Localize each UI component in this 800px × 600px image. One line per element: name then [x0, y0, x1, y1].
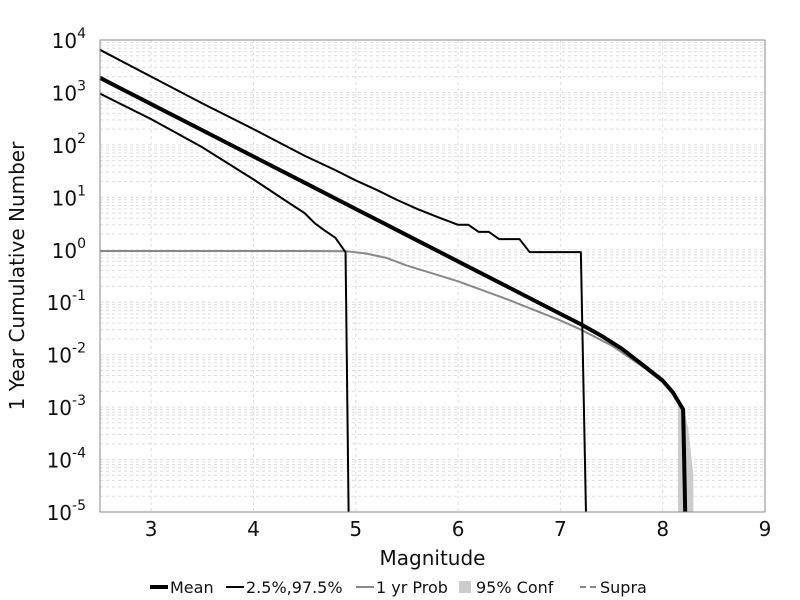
legend-label-supra: Supra — [600, 578, 647, 597]
y-tick-label: 101 — [52, 183, 86, 210]
series-lines — [99, 48, 688, 513]
y-tick-base: 10 — [52, 134, 77, 158]
plot-frame — [99, 39, 766, 513]
legend-label-mean: Mean — [170, 578, 214, 597]
y-tick-label: 10-1 — [47, 288, 86, 315]
x-tick-label: 4 — [247, 517, 260, 541]
y-tick-exponent: 2 — [77, 131, 86, 147]
legend-swatch-95-conf — [459, 581, 471, 593]
x-tick-labels: 3 4 5 6 7 8 9 — [145, 517, 772, 541]
y-tick-base: 10 — [52, 186, 77, 210]
legend-label-95-conf: 95% Conf — [476, 578, 554, 597]
y-tick-base: 10 — [52, 29, 77, 53]
y-tick-exponent: -4 — [72, 446, 86, 462]
y-tick-exponent: 4 — [77, 26, 86, 42]
y-tick-label: 104 — [52, 26, 86, 53]
x-tick-label: 6 — [452, 517, 465, 541]
x-tick-label: 5 — [349, 517, 362, 541]
y-tick-base: 10 — [47, 396, 72, 420]
series-line-mean — [99, 76, 688, 513]
y-tick-base: 10 — [47, 449, 72, 473]
y-tick-exponent: -3 — [72, 393, 86, 409]
y-tick-label: 10-5 — [47, 498, 86, 525]
grid-lines — [100, 40, 766, 513]
y-tick-exponent: -5 — [72, 498, 86, 514]
y-tick-exponent: 1 — [77, 183, 86, 199]
y-tick-base: 10 — [47, 291, 72, 315]
series-line-97-5 — [99, 48, 587, 513]
legend: Mean 2.5%,97.5% 1 yr Prob 95% Conf Supra — [150, 578, 647, 597]
y-tick-label: 10-3 — [47, 393, 86, 420]
y-tick-exponent: -1 — [72, 288, 86, 304]
y-tick-base: 10 — [52, 81, 77, 105]
legend-label-2-5-97-5: 2.5%,97.5% — [246, 578, 343, 597]
series-line-2-5 — [99, 92, 350, 513]
y-tick-label: 100 — [52, 236, 86, 263]
y-tick-base: 10 — [47, 344, 72, 368]
y-tick-base: 10 — [47, 501, 72, 525]
x-tick-label: 7 — [554, 517, 567, 541]
y-tick-exponent: 3 — [77, 78, 86, 94]
x-tick-label: 8 — [656, 517, 669, 541]
y-tick-label: 10-4 — [47, 446, 87, 473]
y-axis-label: 1 Year Cumulative Number — [5, 141, 29, 410]
legend-label-1-yr-prob: 1 yr Prob — [376, 578, 448, 597]
y-tick-exponent: -2 — [72, 341, 86, 357]
x-axis-label: Magnitude — [380, 546, 486, 570]
y-tick-label: 102 — [52, 131, 86, 158]
y-tick-base: 10 — [52, 239, 77, 263]
x-tick-label: 3 — [145, 517, 158, 541]
x-tick-label: 9 — [759, 517, 772, 541]
y-tick-label: 10-2 — [47, 341, 86, 368]
y-tick-exponent: 0 — [77, 236, 86, 252]
y-tick-label: 103 — [52, 78, 86, 105]
